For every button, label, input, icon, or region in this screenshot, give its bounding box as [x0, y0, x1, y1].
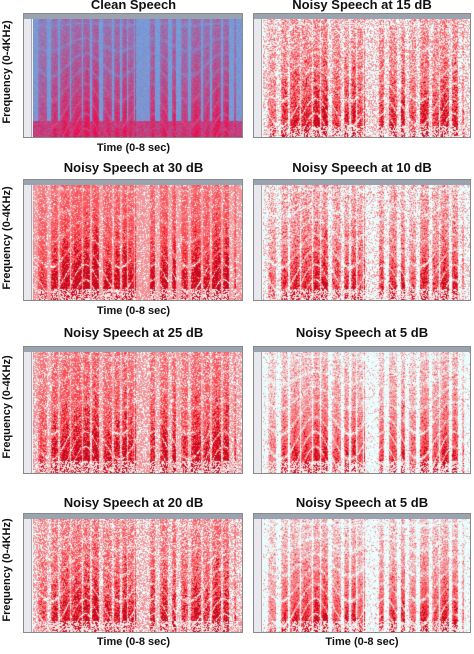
panel-noisy-5db-b: Noisy Speech at 5 dB Time (0-8 sec) — [250, 490, 474, 654]
frame-top-bar — [254, 14, 470, 19]
frame-top-bar — [254, 180, 470, 185]
frame-top-bar — [24, 180, 242, 185]
frame-left-ruler — [254, 519, 262, 632]
frame-left-ruler — [254, 352, 262, 473]
frame-left-ruler — [24, 19, 32, 137]
frame-top-bar — [24, 347, 242, 352]
spectrogram-image — [263, 519, 470, 632]
spectrogram-frame — [23, 179, 243, 301]
panel-noisy-20db: Noisy Speech at 20 dB Frequency (0-4KHz)… — [0, 490, 245, 654]
y-axis-label: Frequency (0-4KHz) — [1, 355, 13, 459]
panel-noisy-5db-a: Noisy Speech at 5 dB — [250, 325, 474, 485]
panel-noisy-30db: Noisy Speech at 30 dB Frequency (0-4KHz)… — [0, 160, 245, 320]
panel-title: Noisy Speech at 5 dB — [295, 495, 429, 510]
spectrogram-image — [263, 19, 470, 137]
panel-title: Noisy Speech at 10 dB — [292, 160, 432, 175]
frame-left-ruler — [24, 185, 32, 300]
panel-noisy-25db: Noisy Speech at 25 dB Frequency (0-4KHz) — [0, 325, 245, 485]
panel-title: Noisy Speech at 15 dB — [292, 0, 432, 12]
spectrogram-frame — [253, 346, 471, 474]
frame-top-bar — [24, 514, 242, 519]
spectrogram-frame — [253, 513, 471, 633]
panel-title: Noisy Speech at 20 dB — [63, 495, 204, 510]
spectrogram-image — [33, 19, 242, 137]
frame-left-ruler — [24, 519, 32, 632]
spectrogram-frame — [253, 13, 471, 138]
spectrogram-frame — [23, 13, 243, 138]
y-axis-label: Frequency (0-4KHz) — [1, 518, 13, 622]
spectrogram-image — [33, 185, 242, 300]
frame-top-bar — [254, 514, 470, 519]
panel-title: Noisy Speech at 25 dB — [63, 325, 204, 340]
panel-noisy-10db: Noisy Speech at 10 dB — [250, 160, 474, 320]
spectrogram-frame — [23, 346, 243, 474]
x-axis-label: Time (0-8 sec) — [325, 636, 399, 648]
panel-title: Clean Speech — [90, 0, 177, 12]
panel-clean-speech: Clean Speech Frequency (0-4KHz) Time (0-… — [0, 0, 245, 160]
x-axis-label: Time (0-8 sec) — [96, 636, 171, 648]
x-axis-label: Time (0-8 sec) — [96, 305, 171, 317]
spectrogram-image — [263, 352, 470, 473]
frame-top-bar — [254, 347, 470, 352]
panel-title: Noisy Speech at 5 dB — [295, 325, 429, 340]
frame-left-ruler — [254, 185, 262, 300]
panel-title: Noisy Speech at 30 dB — [63, 160, 204, 175]
spectrogram-image — [33, 352, 242, 473]
spectrogram-frame — [23, 513, 243, 633]
y-axis-label: Frequency (0-4KHz) — [1, 186, 13, 290]
frame-left-ruler — [24, 352, 32, 473]
frame-top-bar — [24, 14, 242, 19]
spectrogram-image — [263, 185, 470, 300]
spectrogram-frame — [253, 179, 471, 301]
x-axis-label: Time (0-8 sec) — [96, 142, 171, 154]
spectrogram-image — [33, 519, 242, 632]
panel-noisy-15db: Noisy Speech at 15 dB — [250, 0, 474, 160]
y-axis-label: Frequency (0-4KHz) — [1, 20, 13, 124]
frame-left-ruler — [254, 19, 262, 137]
